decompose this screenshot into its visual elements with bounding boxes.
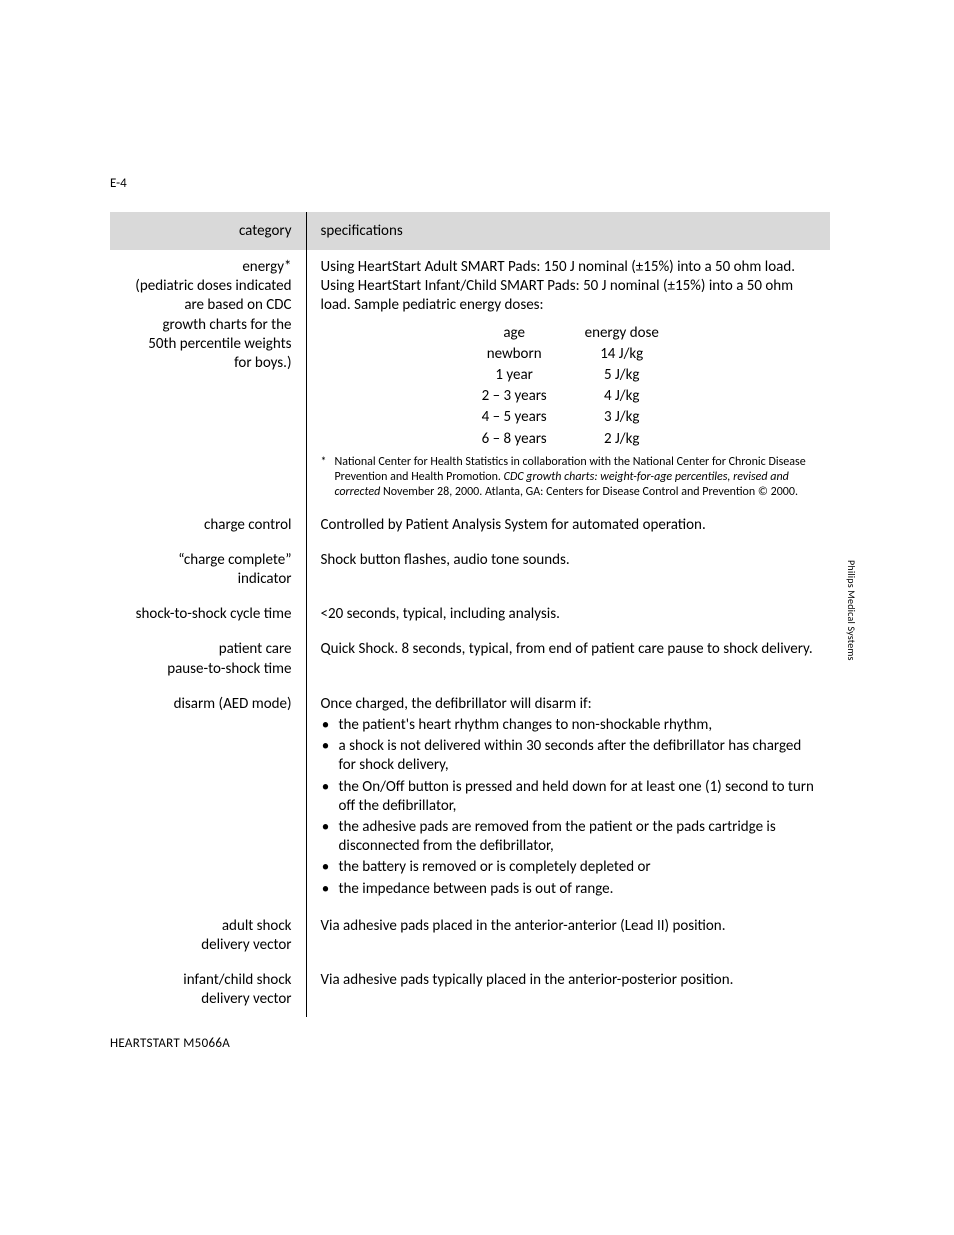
footnote-text: National Center for Health Statistics in… <box>334 455 820 500</box>
pediatric-age: newborn <box>464 345 565 364</box>
pediatric-head-age: age <box>464 324 565 343</box>
category-label: energy*(pediatric doses indicatedare bas… <box>135 258 291 372</box>
pediatric-age: 6 – 8 years <box>464 430 565 449</box>
bullet-text: the impedance between pads is out of ran… <box>339 880 821 899</box>
category-label: shock-to-shock cycle time <box>110 597 306 632</box>
table-row: adult shockdelivery vector Via adhesive … <box>110 909 830 963</box>
spec-text: Shock button flashes, audio tone sounds. <box>306 543 830 597</box>
category-label: patient carepause-to-shock time <box>110 632 306 686</box>
disarm-intro: Once charged, the defibrillator will dis… <box>321 695 821 714</box>
bullet-icon: • <box>321 737 331 775</box>
header-specifications: specifications <box>306 212 830 250</box>
bullet-icon: • <box>321 858 331 877</box>
header-category: category <box>110 212 306 250</box>
pediatric-dose: 2 J/kg <box>567 430 677 449</box>
list-item: •the On/Off button is pressed and held d… <box>321 778 821 816</box>
pediatric-dose: 5 J/kg <box>567 366 677 385</box>
bullet-icon: • <box>321 778 331 816</box>
footer-model: HEARTSTART M5066A <box>110 1036 230 1051</box>
table-row: charge control Controlled by Patient Ana… <box>110 508 830 543</box>
category-energy: energy*(pediatric doses indicatedare bas… <box>110 250 306 508</box>
list-item: •a shock is not delivered within 30 seco… <box>321 737 821 775</box>
pediatric-age: 2 – 3 years <box>464 387 565 406</box>
page: E-4 Philips Medical Systems category spe… <box>0 0 954 1235</box>
bullet-text: a shock is not delivered within 30 secon… <box>339 737 821 775</box>
table-row: patient carepause-to-shock time Quick Sh… <box>110 632 830 686</box>
footnote-post: November 28, 2000. Atlanta, GA: Centers … <box>380 485 798 499</box>
page-number: E-4 <box>110 176 127 191</box>
spec-text: Via adhesive pads typically placed in th… <box>306 963 830 1017</box>
category-label: disarm (AED mode) <box>110 687 306 909</box>
pediatric-age: 4 – 5 years <box>464 408 565 427</box>
table-row: infant/child shockdelivery vector Via ad… <box>110 963 830 1017</box>
list-item: • the patient's heart rhythm changes to n… <box>321 716 821 735</box>
side-brand-label: Philips Medical Systems <box>845 560 858 661</box>
bullet-icon: • <box>321 716 331 735</box>
spec-text: Via adhesive pads placed in the anterior… <box>306 909 830 963</box>
bullet-text: the adhesive pads are removed from the p… <box>339 818 821 856</box>
energy-footnote: * National Center for Health Statistics … <box>321 455 821 500</box>
energy-intro: Using HeartStart Adult SMART Pads: 150 J… <box>321 258 821 316</box>
bullet-icon: • <box>321 880 331 899</box>
list-item: • the battery is removed or is completely… <box>321 858 821 877</box>
category-label: adult shockdelivery vector <box>110 909 306 963</box>
spec-disarm: Once charged, the defibrillator will dis… <box>306 687 830 909</box>
category-label: “charge complete”indicator <box>110 543 306 597</box>
table-row: “charge complete”indicator Shock button … <box>110 543 830 597</box>
category-label: charge control <box>110 508 306 543</box>
list-item: •the adhesive pads are removed from the … <box>321 818 821 856</box>
pediatric-dose: 3 J/kg <box>567 408 677 427</box>
spec-table: category specifications energy*(pediatri… <box>110 212 830 1017</box>
pediatric-dose-table: age energy dose newborn14 J/kg 1 year5 J… <box>462 322 679 451</box>
table-header-row: category specifications <box>110 212 830 250</box>
pediatric-dose: 4 J/kg <box>567 387 677 406</box>
bullet-text: the patient's heart rhythm changes to no… <box>339 716 821 735</box>
pediatric-age: 1 year <box>464 366 565 385</box>
footnote-star: * <box>321 455 327 500</box>
table-row: shock-to-shock cycle time <20 seconds, t… <box>110 597 830 632</box>
pediatric-dose: 14 J/kg <box>567 345 677 364</box>
table-row: disarm (AED mode) Once charged, the defi… <box>110 687 830 909</box>
pediatric-head-dose: energy dose <box>567 324 677 343</box>
spec-text: Controlled by Patient Analysis System fo… <box>306 508 830 543</box>
bullet-text: the On/Off button is pressed and held do… <box>339 778 821 816</box>
spec-energy: Using HeartStart Adult SMART Pads: 150 J… <box>306 250 830 508</box>
table-row: energy*(pediatric doses indicatedare bas… <box>110 250 830 508</box>
disarm-bullets: • the patient's heart rhythm changes to n… <box>321 716 821 899</box>
category-label: infant/child shockdelivery vector <box>110 963 306 1017</box>
list-item: • the impedance between pads is out of ra… <box>321 880 821 899</box>
bullet-icon: • <box>321 818 331 856</box>
bullet-text: the battery is removed or is completely … <box>339 858 821 877</box>
spec-text: Quick Shock. 8 seconds, typical, from en… <box>306 632 830 686</box>
spec-text: <20 seconds, typical, including analysis… <box>306 597 830 632</box>
